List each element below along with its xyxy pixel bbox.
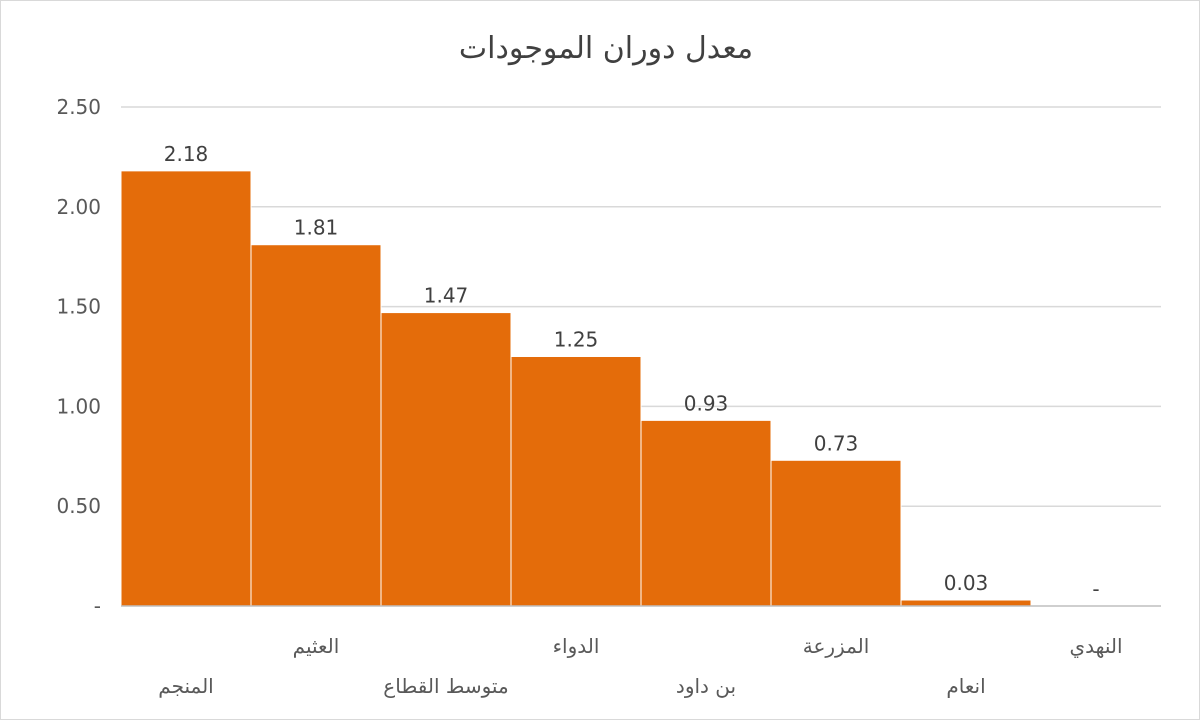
bar [640, 419, 772, 607]
data-labels: 2.18 1.81 1.47 1.25 0.93 0.73 0.03 - [164, 142, 1100, 601]
bar [900, 599, 1032, 607]
y-tick-label: 2.00 [56, 195, 101, 219]
x-axis-categories: المنجم العثيم متوسط القطاع الدواء بن داود الم… [158, 634, 1122, 698]
category-label: الدواء [553, 634, 600, 658]
bar [510, 356, 642, 607]
y-tick-label: 2.50 [56, 95, 101, 119]
data-label: 0.93 [684, 391, 729, 415]
category-label: المنجم [158, 674, 213, 698]
data-label: 0.03 [944, 571, 989, 595]
data-label: 2.18 [164, 142, 209, 166]
category-label: العثيم [293, 634, 340, 658]
category-label: المزرعة [803, 634, 870, 658]
bar [250, 244, 382, 607]
bar [120, 170, 252, 607]
y-tick-label: 1.50 [56, 295, 101, 319]
y-tick-label: 0.50 [56, 494, 101, 518]
y-axis-ticks: - 0.50 1.00 1.50 2.00 2.50 [56, 95, 101, 618]
bars [120, 170, 1032, 607]
data-label: 1.81 [294, 216, 339, 240]
y-tick-label: - [94, 594, 101, 618]
chart-title: معدل دوران الموجودات [459, 31, 753, 66]
y-tick-label: 1.00 [56, 394, 101, 418]
category-label: بن داود [676, 674, 736, 698]
bar [770, 459, 902, 607]
data-label: 1.25 [554, 328, 599, 352]
category-label: انعام [946, 674, 985, 698]
category-label: متوسط القطاع [383, 674, 508, 698]
bar [380, 312, 512, 607]
data-label: 1.47 [424, 284, 469, 308]
data-label: 0.73 [814, 431, 859, 455]
category-label: النهدي [1069, 634, 1122, 659]
data-label: - [1092, 577, 1099, 601]
